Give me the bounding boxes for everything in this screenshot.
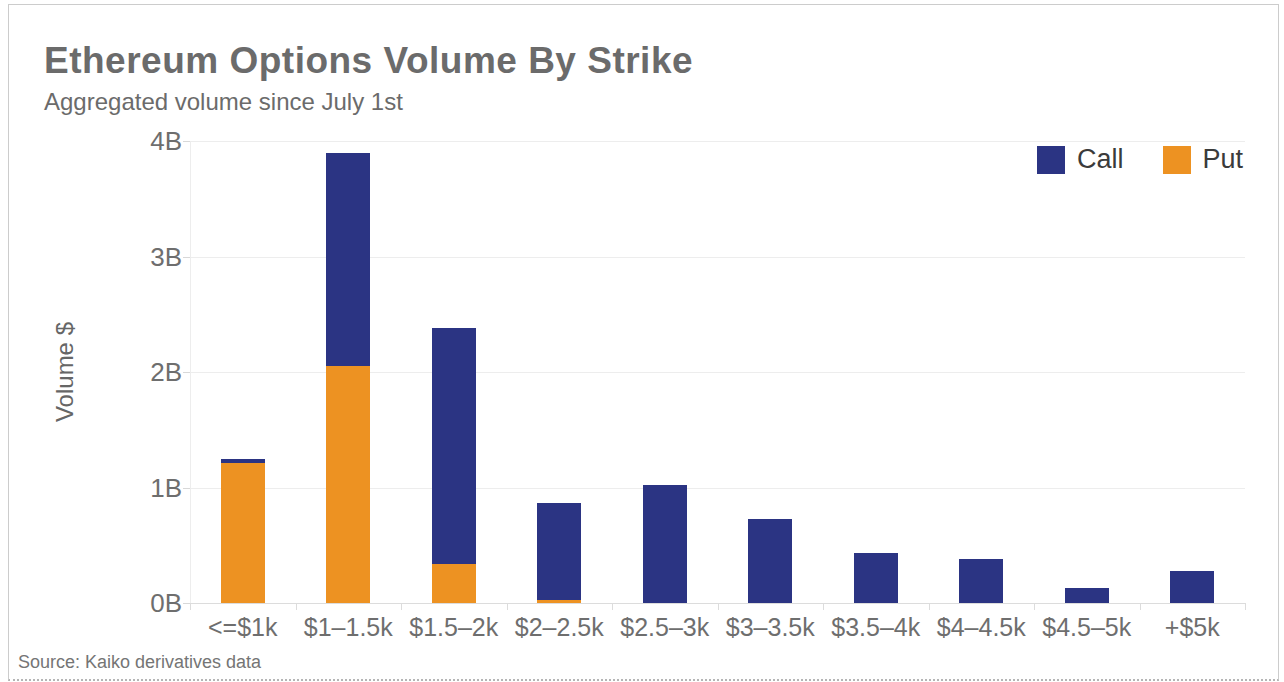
gridline-4B xyxy=(190,141,1245,142)
y-tick-mark xyxy=(183,257,190,258)
x-tick-label-10: +$5k xyxy=(1140,612,1246,642)
chart-subtitle: Aggregated volume since July 1st xyxy=(44,88,403,116)
x-tick-mark xyxy=(612,603,613,610)
x-tick-mark xyxy=(1245,603,1246,610)
y-tick-label-1B: 1B xyxy=(120,474,182,502)
y-tick-mark xyxy=(183,372,190,373)
bar-<=$1k-call[interactable] xyxy=(221,459,265,464)
x-tick-label-6: $3–3.5k xyxy=(718,612,824,642)
y-tick-mark xyxy=(183,488,190,489)
y-tick-label-4B: 4B xyxy=(120,127,182,155)
x-tick-mark xyxy=(929,603,930,610)
x-tick-mark xyxy=(296,603,297,610)
x-tick-mark xyxy=(1034,603,1035,610)
bar-<=$1k-put[interactable] xyxy=(221,463,265,603)
bar-$1–1.5k-call[interactable] xyxy=(326,153,370,367)
y-tick-label-3B: 3B xyxy=(120,243,182,271)
y-axis-title: Volume $ xyxy=(48,141,82,603)
bar-$2.5–3k-call[interactable] xyxy=(643,485,687,603)
bar-$2–2.5k-call[interactable] xyxy=(537,503,581,600)
bar-$1.5–2k-put[interactable] xyxy=(432,564,476,603)
bar-$3–3.5k-call[interactable] xyxy=(748,519,792,603)
x-tick-label-3: $1.5–2k xyxy=(401,612,507,642)
chart-title: Ethereum Options Volume By Strike xyxy=(44,40,693,82)
x-tick-label-5: $2.5–3k xyxy=(612,612,718,642)
x-tick-label-7: $3.5–4k xyxy=(823,612,929,642)
y-tick-label-0B: 0B xyxy=(120,589,182,617)
bar-$1–1.5k-put[interactable] xyxy=(326,366,370,603)
chart-page: Ethereum Options Volume By Strike Aggreg… xyxy=(0,0,1284,682)
source-note: Source: Kaiko derivatives data xyxy=(18,652,261,673)
x-tick-label-4: $2–2.5k xyxy=(507,612,613,642)
x-tick-label-1: <=$1k xyxy=(190,612,296,642)
bar-$4–4.5k-call[interactable] xyxy=(959,559,1003,603)
x-tick-mark xyxy=(1140,603,1141,610)
bar-$4.5–5k-call[interactable] xyxy=(1065,588,1109,603)
x-tick-mark xyxy=(190,603,191,610)
bar-$2–2.5k-put[interactable] xyxy=(537,600,581,603)
y-tick-label-2B: 2B xyxy=(120,358,182,386)
x-tick-mark xyxy=(718,603,719,610)
x-tick-label-2: $1–1.5k xyxy=(296,612,402,642)
y-tick-mark xyxy=(183,141,190,142)
x-tick-mark xyxy=(507,603,508,610)
bar-$1.5–2k-call[interactable] xyxy=(432,328,476,564)
bar-$3.5–4k-call[interactable] xyxy=(854,553,898,603)
plot-area xyxy=(190,141,1245,603)
bar-+$5k-call[interactable] xyxy=(1170,571,1214,603)
y-tick-mark xyxy=(183,603,190,604)
x-tick-label-8: $4–4.5k xyxy=(929,612,1035,642)
x-tick-mark xyxy=(401,603,402,610)
x-tick-mark xyxy=(823,603,824,610)
x-tick-label-9: $4.5–5k xyxy=(1034,612,1140,642)
